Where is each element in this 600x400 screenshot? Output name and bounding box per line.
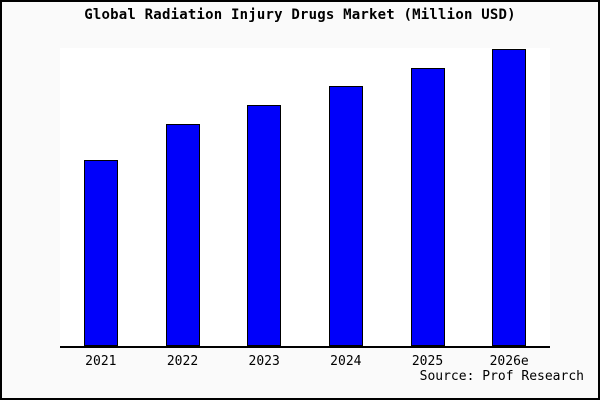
x-tick-label-2024: 2024 [330,354,362,369]
x-tick-label-2025: 2025 [411,354,444,369]
x-axis-tick-labels: 2021 2022 2023 2024 2025 2026e [60,354,550,370]
bar-2026e [492,49,527,346]
plot-area [60,48,550,348]
bar-2023 [247,105,282,346]
bar-2022 [165,124,200,346]
x-tick-label-2026e: 2026e [489,354,529,369]
source-note: Source: Prof Research [419,369,584,384]
x-tick-label-2023: 2023 [248,354,280,369]
x-tick-label-2021: 2021 [85,354,117,369]
bar-2025 [410,68,445,346]
x-tick-label-2022: 2022 [166,354,199,369]
chart-title: Global Radiation Injury Drugs Market (Mi… [84,7,516,23]
bar-2024 [328,86,363,346]
bar-2021 [83,160,118,346]
